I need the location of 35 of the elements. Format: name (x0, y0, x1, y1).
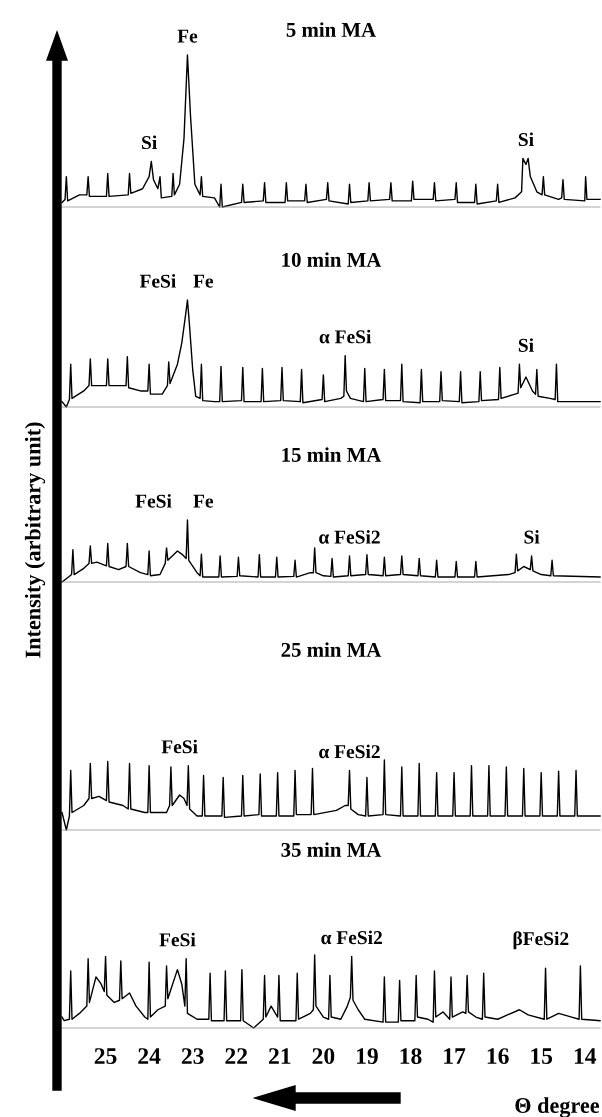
annotation: Fe (193, 494, 214, 508)
annotation: FeSi (161, 739, 198, 754)
chart-title: 15 min MA (282, 447, 382, 462)
annotation: FeSi (159, 932, 196, 947)
chart-title: 35 min MA (281, 842, 382, 857)
x-tick-label: 20 (312, 1048, 335, 1065)
x-tick-label: 25 (94, 1048, 117, 1065)
chart-title: 5 min MA (286, 22, 376, 37)
x-axis-title: Θ degree (515, 1097, 600, 1117)
annotation: α FeSi (319, 329, 372, 344)
annotation: Fe (193, 274, 214, 288)
x-tick-label: 17 (444, 1048, 466, 1064)
annotation: Si (524, 529, 540, 544)
annotation: FeSi (139, 274, 176, 288)
x-tick-label: 23 (181, 1048, 204, 1065)
annotation: FeSi (135, 494, 172, 508)
chart-title: 25 min MA (281, 642, 382, 657)
annotation: α FeSi2 (321, 930, 382, 945)
x-tick-label: 18 (400, 1048, 422, 1065)
x-tick-label: 19 (357, 1048, 378, 1065)
annotation: α FeSi2 (319, 529, 380, 544)
annotation: Si (518, 338, 534, 352)
annotation: Si (518, 132, 534, 147)
x-tick-label: 21 (269, 1048, 291, 1064)
annotation: Fe (177, 29, 198, 43)
x-tick-label: 14 (574, 1048, 597, 1064)
x-tick-label: 22 (225, 1048, 248, 1064)
x-tick-label: 15 (531, 1048, 553, 1065)
annotation: α FeSi2 (319, 744, 380, 759)
annotation: Si (142, 135, 157, 150)
text: βFeSi2 (513, 931, 569, 950)
x-tick-label: 24 (138, 1048, 161, 1064)
x-tick-label: 16 (487, 1048, 509, 1065)
chart-title: 10 min MA (282, 252, 382, 267)
y-axis-title: Intensity (arbitrary unit) (24, 422, 46, 658)
